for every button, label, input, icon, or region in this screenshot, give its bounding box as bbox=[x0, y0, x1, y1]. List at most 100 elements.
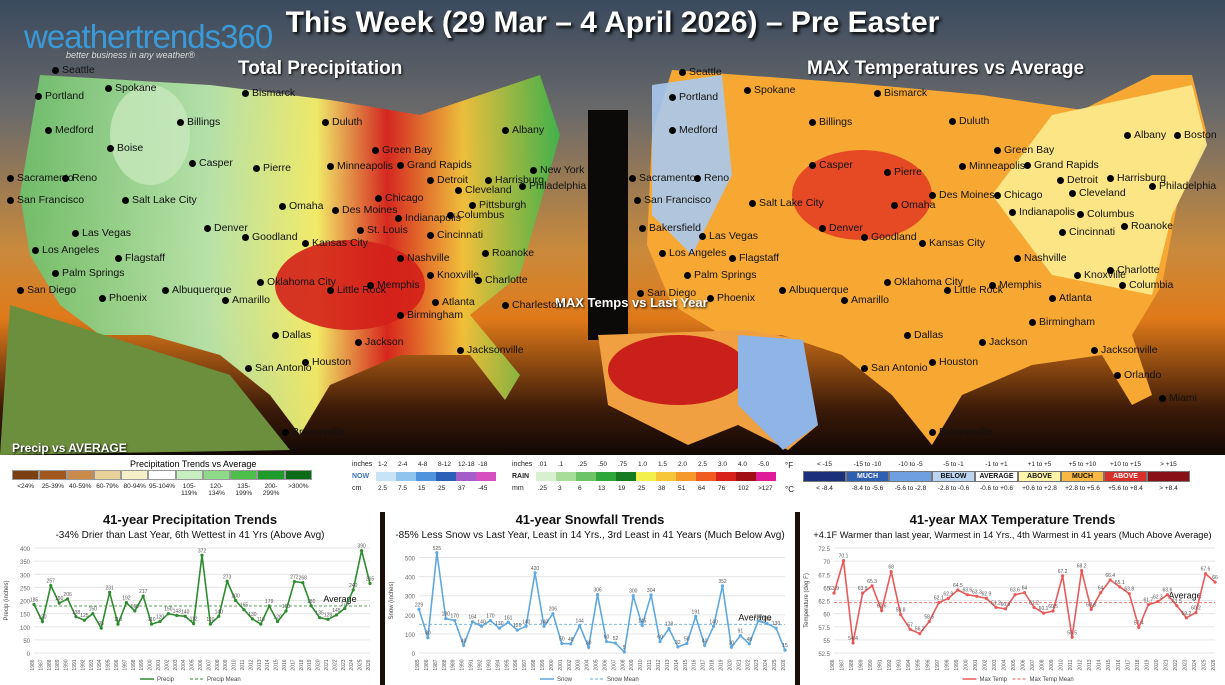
data-label: 161 bbox=[504, 615, 513, 621]
x-tick-label: 2014 bbox=[265, 659, 271, 670]
x-tick-label: 2009 bbox=[1049, 659, 1055, 670]
data-point bbox=[40, 619, 45, 624]
data-point bbox=[515, 628, 519, 632]
data-point bbox=[444, 617, 448, 621]
city-label-green-bay: Green Bay bbox=[994, 144, 1054, 156]
data-point bbox=[1022, 591, 1027, 595]
rain-legend-swatch bbox=[636, 472, 656, 481]
data-label: 55.5 bbox=[1067, 630, 1077, 636]
rain-legend-inches: .50 bbox=[598, 461, 608, 468]
legend-label-series: Precip bbox=[157, 677, 175, 683]
city-label-salt-lake-city: Salt Lake City bbox=[122, 194, 197, 206]
snow-legend-cm-value: -45 bbox=[478, 485, 488, 492]
x-tick-label: 1998 bbox=[131, 659, 137, 670]
data-point bbox=[524, 624, 528, 628]
snow-legend-cm-value: 7.5 bbox=[398, 485, 408, 492]
snow-legend-swatch bbox=[436, 472, 456, 481]
x-tick-label: 1995 bbox=[504, 659, 510, 670]
data-point bbox=[622, 650, 626, 654]
city-label-san-antonio: San Antonio bbox=[861, 362, 928, 374]
x-tick-label: 2021 bbox=[736, 659, 742, 670]
data-point bbox=[284, 609, 288, 613]
data-point bbox=[1051, 609, 1055, 613]
data-label: 206 bbox=[549, 607, 558, 613]
data-point bbox=[116, 622, 120, 626]
data-label: 68 bbox=[888, 565, 894, 571]
precip-map-title: Total Precipitation bbox=[238, 58, 403, 79]
data-label: 190 bbox=[55, 596, 64, 602]
data-label: 140 bbox=[181, 609, 190, 615]
temp-legend-c-label: +5.6 to +8.4 bbox=[1108, 485, 1143, 492]
x-tick-label: 2012 bbox=[1078, 659, 1084, 670]
y-tick-label: 62.5 bbox=[818, 600, 830, 606]
city-label-amarillo: Amarillo bbox=[841, 294, 889, 306]
x-tick-label: 1992 bbox=[887, 659, 893, 670]
rain-legend-inches: .75 bbox=[618, 461, 628, 468]
temp-legend-f-label: +5 to +10 bbox=[1068, 461, 1097, 468]
rain-legend-mm-value: 19 bbox=[618, 485, 626, 492]
temp-chart-subtitle: +4.1F Warmer than last year, Warmest in … bbox=[813, 530, 1212, 540]
data-label: 58.5 bbox=[924, 615, 934, 621]
precip-legend-label: 135-199% bbox=[235, 483, 253, 497]
data-label: 57.4 bbox=[1134, 620, 1144, 626]
x-tick-label: 2020 bbox=[727, 659, 733, 670]
data-label: 229 bbox=[415, 602, 424, 608]
data-point bbox=[533, 571, 537, 575]
x-tick-label: 2018 bbox=[1135, 659, 1141, 670]
snow-legend-cm-value: 37 bbox=[458, 485, 466, 492]
legend-label-series: Max Temp bbox=[980, 677, 1008, 683]
x-tick-label: 1986 bbox=[30, 659, 36, 670]
data-point bbox=[860, 591, 865, 595]
city-label-los-angeles: Los Angeles bbox=[32, 244, 99, 256]
data-point bbox=[774, 626, 778, 630]
data-label: 128 bbox=[324, 612, 333, 618]
data-point bbox=[108, 590, 112, 594]
data-point bbox=[351, 588, 355, 592]
snow-legend-cm-value: 2.5 bbox=[378, 485, 388, 492]
data-label: 140 bbox=[215, 609, 224, 615]
average-label: Average bbox=[738, 612, 771, 622]
x-tick-label: 2015 bbox=[1106, 659, 1112, 670]
x-tick-label: 2016 bbox=[282, 659, 288, 670]
snow-rain-legend: inches NOW cm 1-2 2.5 2-4 7.5 4-8 15 8-12 25 12-18 3… bbox=[352, 461, 782, 506]
precip-legend-label: 60-79% bbox=[96, 483, 119, 490]
x-tick-label: 2015 bbox=[683, 659, 689, 670]
precip-legend-swatch bbox=[257, 470, 285, 480]
x-tick-label: 2026 bbox=[781, 659, 787, 670]
temp-legend-f-label: +1 to +5 bbox=[1027, 461, 1052, 468]
city-label-albany: Albany bbox=[502, 124, 544, 136]
city-label-palm-springs: Palm Springs bbox=[52, 267, 124, 279]
data-point bbox=[158, 619, 162, 624]
x-tick-label: 1996 bbox=[925, 659, 931, 670]
x-tick-label: 2007 bbox=[1030, 659, 1036, 670]
x-tick-label: 1997 bbox=[935, 659, 941, 670]
city-label-new-york: New York bbox=[530, 164, 584, 176]
precip-mexico-shape bbox=[0, 305, 290, 455]
temp-legend-c-label: +0.6 to +2.8 bbox=[1022, 485, 1057, 492]
rain-legend-inches: .25 bbox=[578, 461, 588, 468]
data-label: 135 bbox=[315, 611, 324, 617]
data-point bbox=[1137, 625, 1141, 629]
x-tick-label: 2020 bbox=[1154, 659, 1160, 670]
data-point bbox=[889, 570, 893, 574]
city-label-phoenix: Phoenix bbox=[99, 292, 147, 304]
city-label-casper: Casper bbox=[189, 157, 233, 169]
city-label-palm-springs: Palm Springs bbox=[684, 269, 756, 281]
legend-label-series: Snow bbox=[557, 677, 573, 683]
rain-legend-mm: mm bbox=[512, 485, 524, 492]
temp-trend-chart-panel: 41-year MAX Temperature Trends +4.1F War… bbox=[800, 512, 1225, 685]
x-tick-label: 2015 bbox=[274, 659, 280, 670]
y-tick-label: 400 bbox=[20, 547, 31, 553]
city-label-dallas: Dallas bbox=[904, 329, 943, 341]
x-tick-label: 2022 bbox=[745, 659, 751, 670]
rain-legend-inches: 2.5 bbox=[698, 461, 708, 468]
x-tick-label: 2008 bbox=[1040, 659, 1046, 670]
data-point bbox=[595, 592, 600, 597]
data-label: 65.3 bbox=[867, 579, 877, 585]
x-tick-label: 1997 bbox=[122, 659, 128, 670]
x-tick-label: 2001 bbox=[156, 659, 162, 670]
x-tick-label: 2002 bbox=[164, 659, 170, 670]
city-label-st-louis: St. Louis bbox=[357, 224, 408, 236]
data-label: 130 bbox=[495, 621, 504, 627]
data-label: 50 bbox=[684, 636, 690, 642]
